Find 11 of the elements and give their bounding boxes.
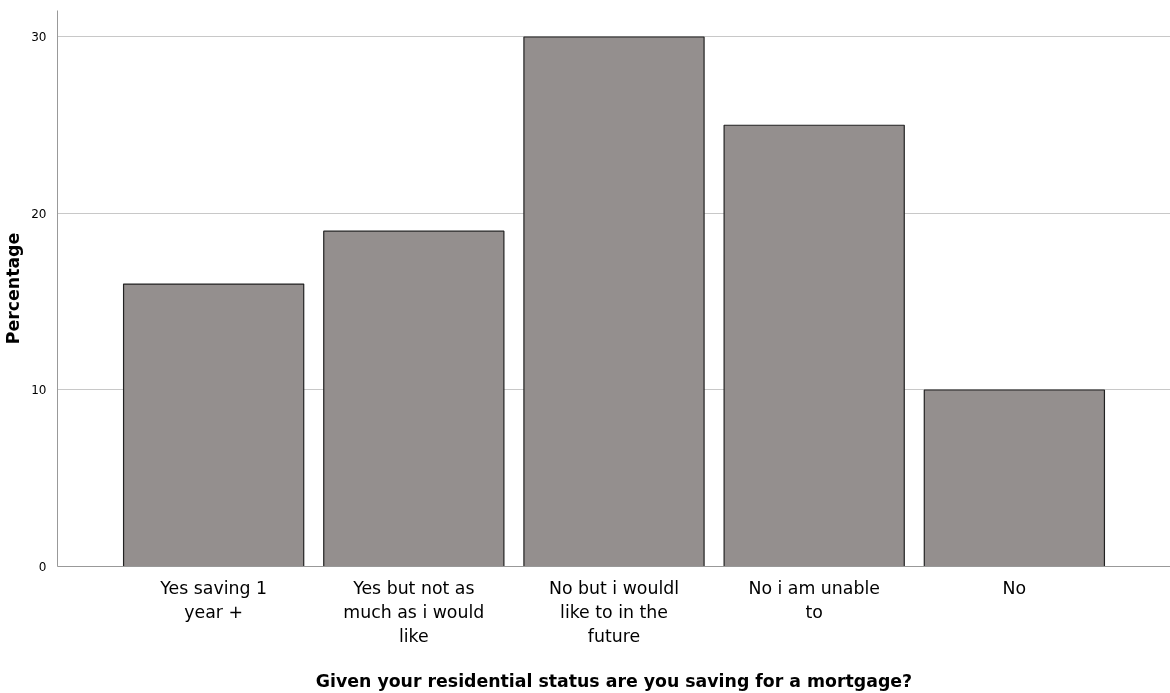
y-tick-label: 20 [31,206,47,221]
y-tick-label: 30 [31,30,47,45]
x-tick-label: No [1002,577,1027,598]
x-tick-label: Yes saving 1 year + [159,577,267,622]
x-tick-label: No but i wouldl like to in the future [548,577,680,646]
y-tick-label: 0 [38,560,47,574]
y-tick-label: 10 [31,383,47,398]
x-tick-label: Yes but not as much as i would like [343,577,485,646]
y-axis-title: Percentage [3,232,24,345]
x-axis-title: Given your residential status are you saving for a mortgage? [315,670,913,691]
x-tick-label: No i am unable to [748,577,880,622]
